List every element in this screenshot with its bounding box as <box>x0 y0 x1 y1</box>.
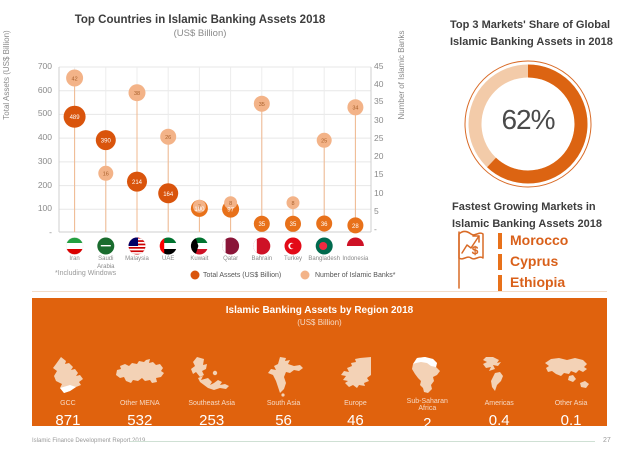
svg-text:$: $ <box>472 245 478 257</box>
